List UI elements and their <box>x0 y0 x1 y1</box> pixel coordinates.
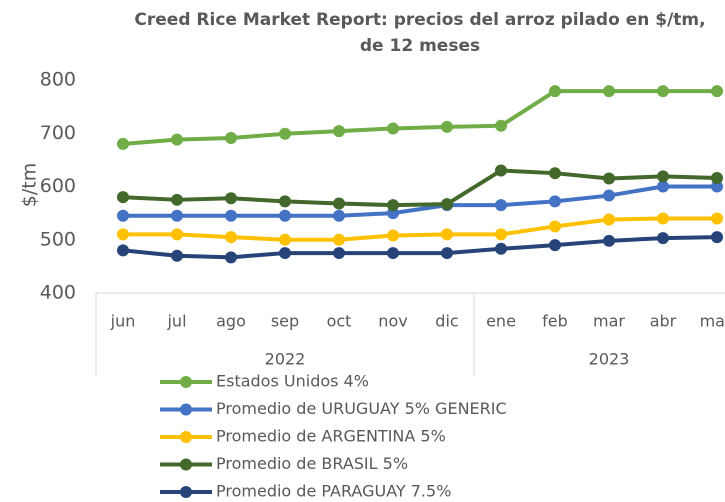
legend-marker <box>180 458 192 471</box>
data-point <box>225 209 237 222</box>
data-point <box>603 85 615 98</box>
data-point <box>657 212 669 225</box>
data-point <box>279 209 291 222</box>
data-point <box>387 122 399 135</box>
x-tick-label: abr <box>650 312 677 331</box>
legend-marker <box>180 376 192 388</box>
data-point <box>225 251 237 264</box>
data-point <box>603 189 615 202</box>
x-tick-label: jun <box>110 312 136 331</box>
data-point <box>711 180 723 193</box>
data-point <box>441 247 453 260</box>
data-point <box>171 249 183 262</box>
data-point <box>225 192 237 205</box>
y-tick-label: 800 <box>40 69 76 91</box>
series-line <box>122 235 718 260</box>
data-point <box>171 133 183 146</box>
data-point <box>495 119 507 132</box>
data-point <box>657 232 669 245</box>
x-tick-label: ago <box>216 312 246 331</box>
x-tick-label: mar <box>593 312 625 331</box>
chart-title: de 12 meses <box>360 36 480 56</box>
y-tick-label: 400 <box>40 282 76 304</box>
data-point <box>549 195 561 208</box>
x-tick-label: ene <box>486 312 516 331</box>
x-tick-label: oct <box>327 312 352 331</box>
data-point <box>279 247 291 260</box>
data-point <box>333 125 345 138</box>
data-point <box>117 137 129 150</box>
legend-label: Estados Unidos 4% <box>216 372 369 391</box>
x-tick-label: nov <box>378 312 407 331</box>
y-tick-label: 500 <box>40 228 76 250</box>
data-point <box>549 239 561 252</box>
data-point <box>603 172 615 185</box>
data-point <box>441 120 453 133</box>
series-line <box>122 168 718 208</box>
data-point <box>171 193 183 206</box>
data-point <box>279 195 291 208</box>
data-point <box>711 85 723 98</box>
data-point <box>441 228 453 241</box>
data-point <box>333 233 345 246</box>
legend-marker <box>180 431 192 443</box>
series-line <box>122 89 717 146</box>
legend-marker <box>180 486 192 498</box>
x-tick-label: dic <box>435 312 458 331</box>
data-point <box>171 209 183 222</box>
data-point <box>549 220 561 233</box>
data-point <box>603 213 615 226</box>
data-point <box>117 244 129 257</box>
data-point <box>387 247 399 260</box>
legend-label: Promedio de PARAGUAY 7.5% <box>216 482 451 501</box>
data-point <box>387 229 399 242</box>
legend-marker <box>180 403 192 416</box>
data-point <box>333 247 345 260</box>
series-line <box>123 216 717 242</box>
data-point <box>279 127 291 140</box>
data-point <box>549 167 561 180</box>
data-point <box>657 170 669 183</box>
data-point <box>495 228 507 241</box>
data-point <box>225 132 237 145</box>
data-point <box>333 197 345 210</box>
y-tick-label: 700 <box>40 122 76 144</box>
data-point <box>711 171 723 184</box>
group-label: 2023 <box>589 350 630 369</box>
data-point <box>549 85 561 98</box>
data-point <box>171 228 183 241</box>
data-point <box>603 234 615 247</box>
data-point <box>117 228 129 241</box>
x-tick-label: jul <box>166 312 186 331</box>
data-point <box>657 180 669 193</box>
data-point <box>387 199 399 212</box>
data-point <box>495 242 507 255</box>
data-point <box>117 191 129 204</box>
y-axis-label: $/tm <box>19 163 41 207</box>
y-tick-label: 600 <box>40 175 76 197</box>
data-point <box>441 198 453 211</box>
x-tick-label: sep <box>271 312 299 331</box>
data-point <box>657 85 669 98</box>
data-point <box>225 231 237 244</box>
data-point <box>495 164 507 177</box>
data-point <box>711 212 723 225</box>
data-point <box>495 199 507 212</box>
series-line <box>123 184 717 218</box>
legend-label: Promedio de BRASIL 5% <box>216 454 408 473</box>
x-tick-label: feb <box>542 312 568 331</box>
legend-label: Promedio de URUGUAY 5% GENERIC <box>216 399 507 418</box>
data-point <box>711 231 723 244</box>
x-tick-label: may <box>700 312 725 331</box>
legend-label: Promedio de ARGENTINA 5% <box>216 427 446 446</box>
data-point <box>117 209 129 222</box>
chart-title: Creed Rice Market Report: precios del ar… <box>134 10 705 30</box>
data-point <box>279 233 291 246</box>
group-label: 2022 <box>265 350 306 369</box>
data-point <box>333 209 345 222</box>
